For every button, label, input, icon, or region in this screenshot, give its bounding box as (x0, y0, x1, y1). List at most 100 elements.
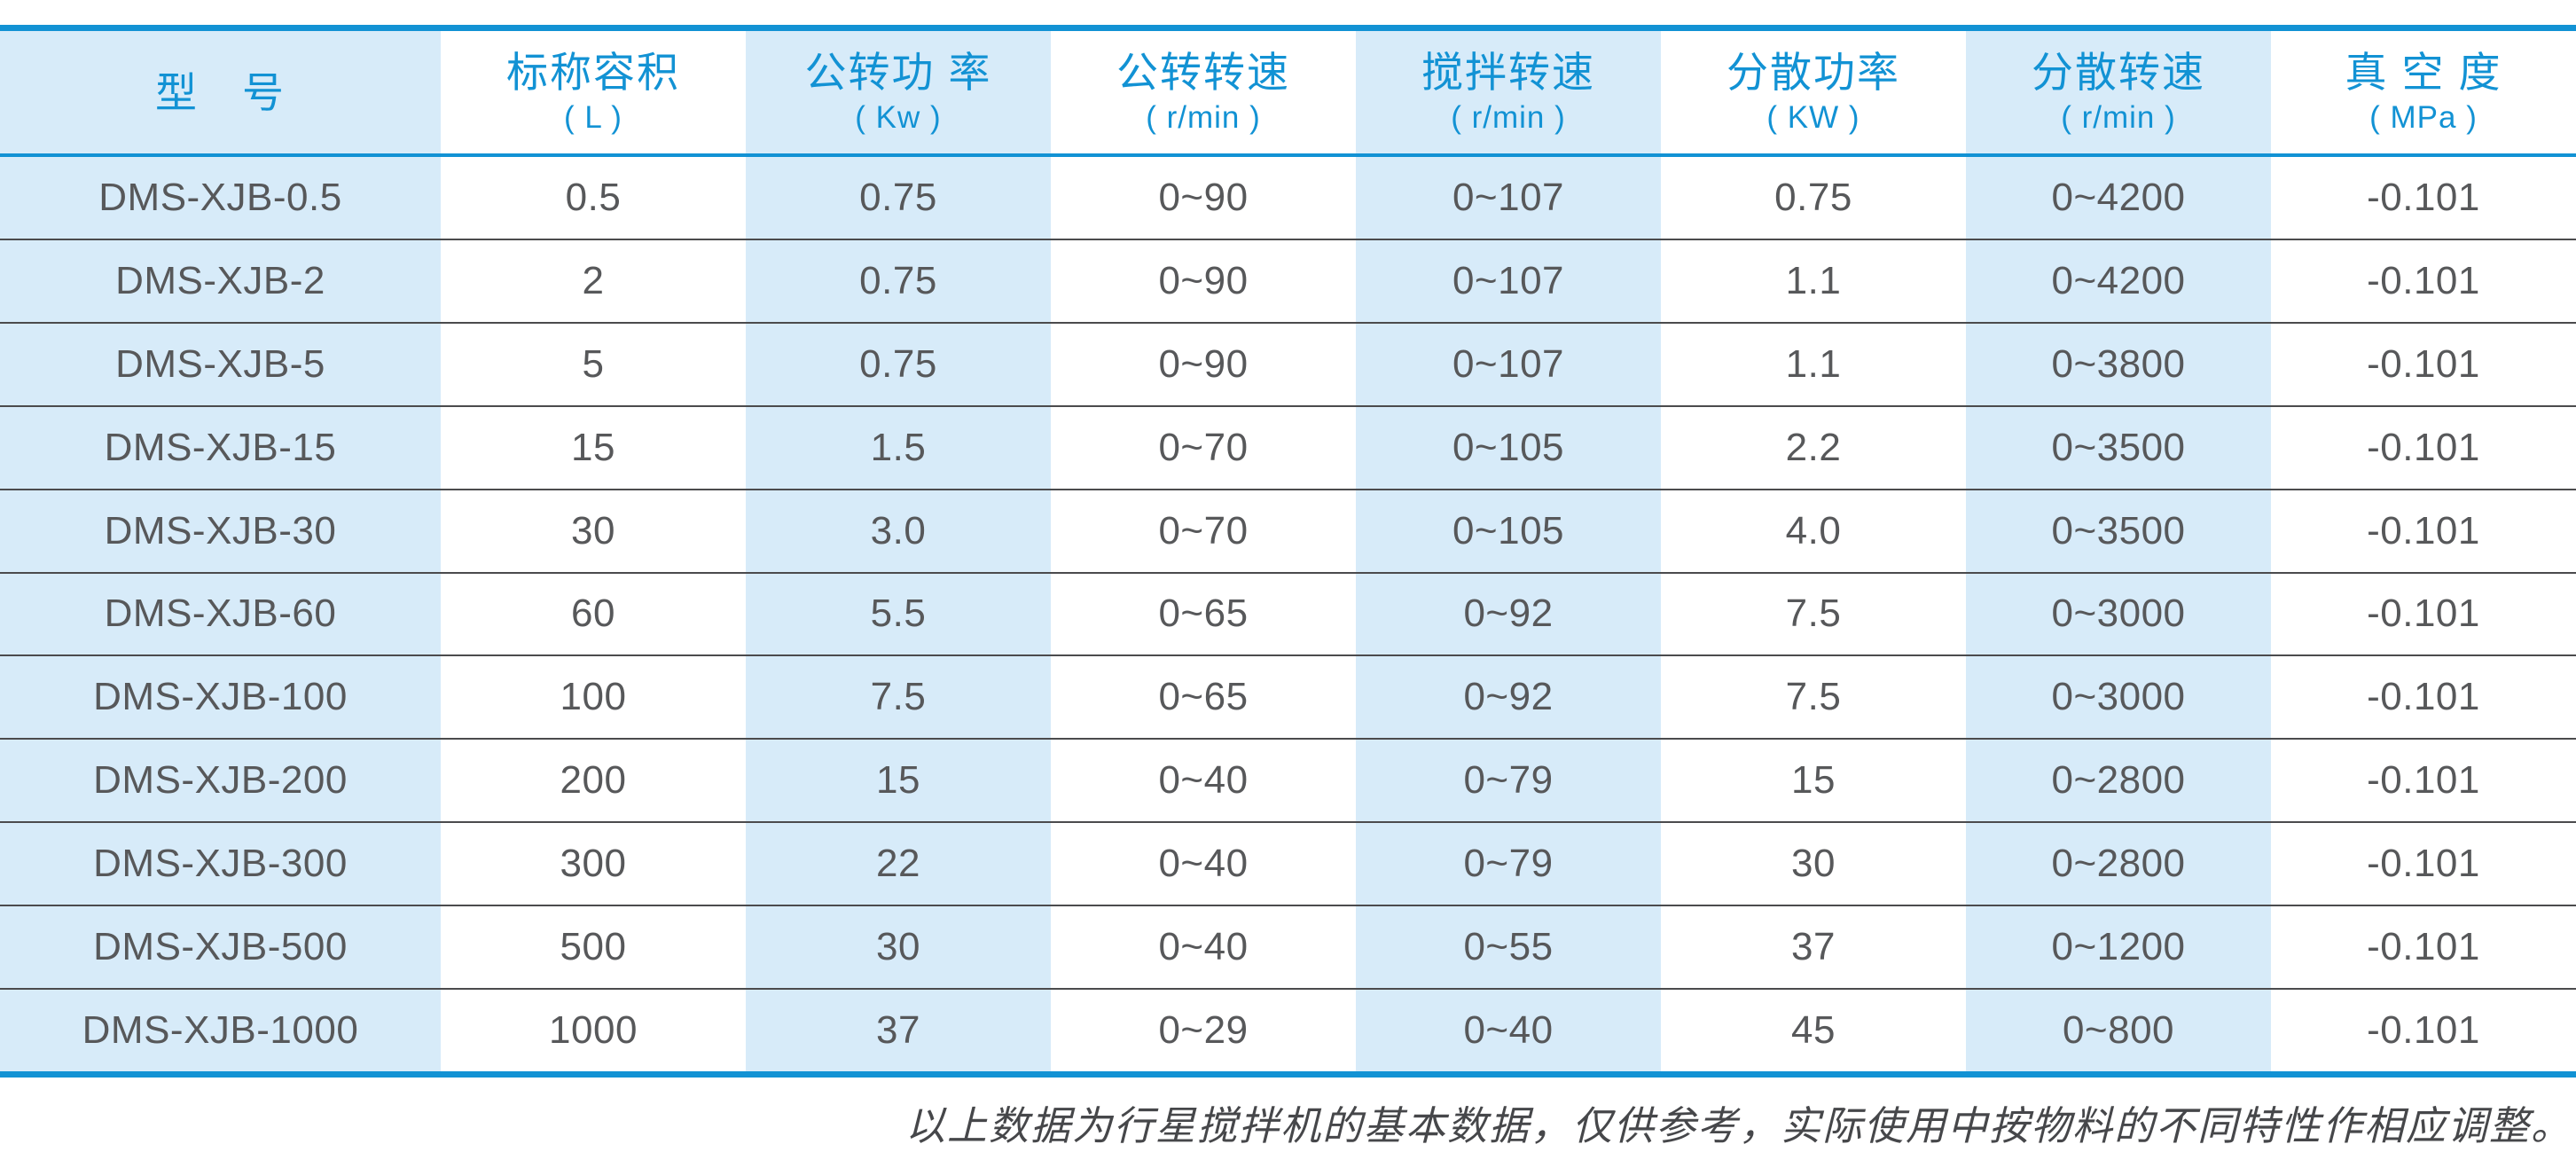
value-cell: 1.1 (1661, 323, 1966, 405)
table-row: DMS-XJB-1000 1000 37 0~29 0~40 45 0~800 -0.101 (0, 988, 2576, 1071)
value-cell: 0.75 (1661, 157, 1966, 239)
table-bottom-border (0, 1071, 2576, 1078)
table-row: DMS-XJB-5 5 0.75 0~90 0~107 1.1 0~3800 -0.101 (0, 321, 2576, 405)
value-cell: 30 (1661, 823, 1966, 905)
value-cell: 300 (441, 823, 746, 905)
value-cell: 0~800 (1966, 990, 2271, 1071)
column-title: 公转转速 (1116, 49, 1290, 96)
value-cell: -0.101 (2271, 740, 2576, 822)
value-cell: -0.101 (2271, 573, 2576, 655)
column-title: 搅拌转速 (1421, 49, 1595, 96)
table-row: DMS-XJB-100 100 7.5 0~65 0~92 7.5 0~3000 -0.101 (0, 654, 2576, 739)
value-cell: 0~90 (1051, 239, 1356, 322)
value-cell: 5 (441, 323, 746, 405)
value-cell: 1000 (441, 990, 746, 1071)
value-cell: 7.5 (746, 656, 1051, 739)
model-cell: DMS-XJB-60 (0, 573, 441, 655)
value-cell: 0~92 (1356, 656, 1661, 739)
value-cell: 0~70 (1051, 490, 1356, 572)
value-cell: 0~107 (1356, 157, 1661, 239)
column-header-3: 公转功 率 ( Kw ) (746, 31, 1051, 153)
value-cell: 0~65 (1051, 573, 1356, 655)
table-row: DMS-XJB-30 30 3.0 0~70 0~105 4.0 0~3500 -0.101 (0, 488, 2576, 572)
value-cell: -0.101 (2271, 906, 2576, 989)
table-row: DMS-XJB-2 2 0.75 0~90 0~107 1.1 0~4200 -0.101 (0, 238, 2576, 322)
value-cell: -0.101 (2271, 990, 2576, 1071)
value-cell: 0.75 (746, 157, 1051, 239)
column-unit: ( KW ) (1766, 100, 1860, 135)
value-cell: 0~29 (1051, 990, 1356, 1071)
value-cell: 3.0 (746, 490, 1051, 572)
value-cell: 0~79 (1356, 740, 1661, 822)
header-divider (0, 153, 2576, 157)
value-cell: 0~90 (1051, 323, 1356, 405)
value-cell: 0~107 (1356, 239, 1661, 322)
column-header-4: 公转转速 ( r/min ) (1051, 31, 1356, 153)
column-header-1: 型 号 (0, 31, 441, 153)
value-cell: 22 (746, 823, 1051, 905)
value-cell: 15 (746, 740, 1051, 822)
value-cell: 0~70 (1051, 406, 1356, 489)
column-unit: ( r/min ) (1146, 100, 1261, 135)
table-row: DMS-XJB-300 300 22 0~40 0~79 30 0~2800 -0.101 (0, 821, 2576, 905)
value-cell: 0~1200 (1966, 906, 2271, 989)
value-cell: 30 (441, 490, 746, 572)
table-top-border (0, 25, 2576, 31)
column-unit: ( r/min ) (2061, 100, 2176, 135)
column-title: 分散功率 (1726, 49, 1900, 96)
column-title: 分散转速 (2032, 49, 2205, 96)
value-cell: 0~4200 (1966, 239, 2271, 322)
model-cell: DMS-XJB-15 (0, 406, 441, 489)
model-cell: DMS-XJB-100 (0, 656, 441, 739)
value-cell: 15 (1661, 740, 1966, 822)
value-cell: 0~105 (1356, 406, 1661, 489)
column-header-2: 标称容积 ( L ) (441, 31, 746, 153)
value-cell: -0.101 (2271, 656, 2576, 739)
column-unit: ( Kw ) (855, 100, 942, 135)
value-cell: 60 (441, 573, 746, 655)
column-unit: ( L ) (564, 100, 622, 135)
model-cell: DMS-XJB-0.5 (0, 157, 441, 239)
value-cell: 0~79 (1356, 823, 1661, 905)
model-cell: DMS-XJB-1000 (0, 990, 441, 1071)
value-cell: 0.75 (746, 323, 1051, 405)
value-cell: 15 (441, 406, 746, 489)
value-cell: 0~40 (1051, 740, 1356, 822)
value-cell: 0~2800 (1966, 823, 2271, 905)
column-unit: ( r/min ) (1451, 100, 1566, 135)
value-cell: -0.101 (2271, 406, 2576, 489)
column-header-6: 分散功率 ( KW ) (1661, 31, 1966, 153)
value-cell: 0.75 (746, 239, 1051, 322)
table-row: DMS-XJB-15 15 1.5 0~70 0~105 2.2 0~3500 -0.101 (0, 404, 2576, 489)
value-cell: 5.5 (746, 573, 1051, 655)
value-cell: -0.101 (2271, 157, 2576, 239)
value-cell: 0~3800 (1966, 323, 2271, 405)
value-cell: 37 (1661, 906, 1966, 989)
value-cell: 0~40 (1051, 906, 1356, 989)
value-cell: 500 (441, 906, 746, 989)
model-cell: DMS-XJB-30 (0, 490, 441, 572)
value-cell: 0~65 (1051, 656, 1356, 739)
value-cell: 0~3000 (1966, 656, 2271, 739)
value-cell: 4.0 (1661, 490, 1966, 572)
value-cell: -0.101 (2271, 490, 2576, 572)
value-cell: 100 (441, 656, 746, 739)
value-cell: 0~90 (1051, 157, 1356, 239)
model-cell: DMS-XJB-500 (0, 906, 441, 989)
column-header-7: 分散转速 ( r/min ) (1966, 31, 2271, 153)
column-header-5: 搅拌转速 ( r/min ) (1356, 31, 1661, 153)
table-row: DMS-XJB-500 500 30 0~40 0~55 37 0~1200 -0.101 (0, 905, 2576, 989)
value-cell: 0~105 (1356, 490, 1661, 572)
table-row: DMS-XJB-60 60 5.5 0~65 0~92 7.5 0~3000 -0.101 (0, 571, 2576, 655)
value-cell: 0~3500 (1966, 490, 2271, 572)
model-cell: DMS-XJB-300 (0, 823, 441, 905)
value-cell: -0.101 (2271, 239, 2576, 322)
value-cell: 200 (441, 740, 746, 822)
footnote-area: 以上数据为行星搅拌机的基本数据，仅供参考，实际使用中按物料的不同特性作相应调整。 (0, 1078, 2576, 1152)
value-cell: 1.5 (746, 406, 1051, 489)
table-body: DMS-XJB-0.5 0.5 0.75 0~90 0~107 0.75 0~4200 -0.… (0, 157, 2576, 1071)
top-margin (0, 0, 2576, 25)
model-cell: DMS-XJB-5 (0, 323, 441, 405)
footnote-text: 以上数据为行星搅拌机的基本数据，仅供参考，实际使用中按物料的不同特性作相应调整。 (904, 1102, 2572, 1149)
